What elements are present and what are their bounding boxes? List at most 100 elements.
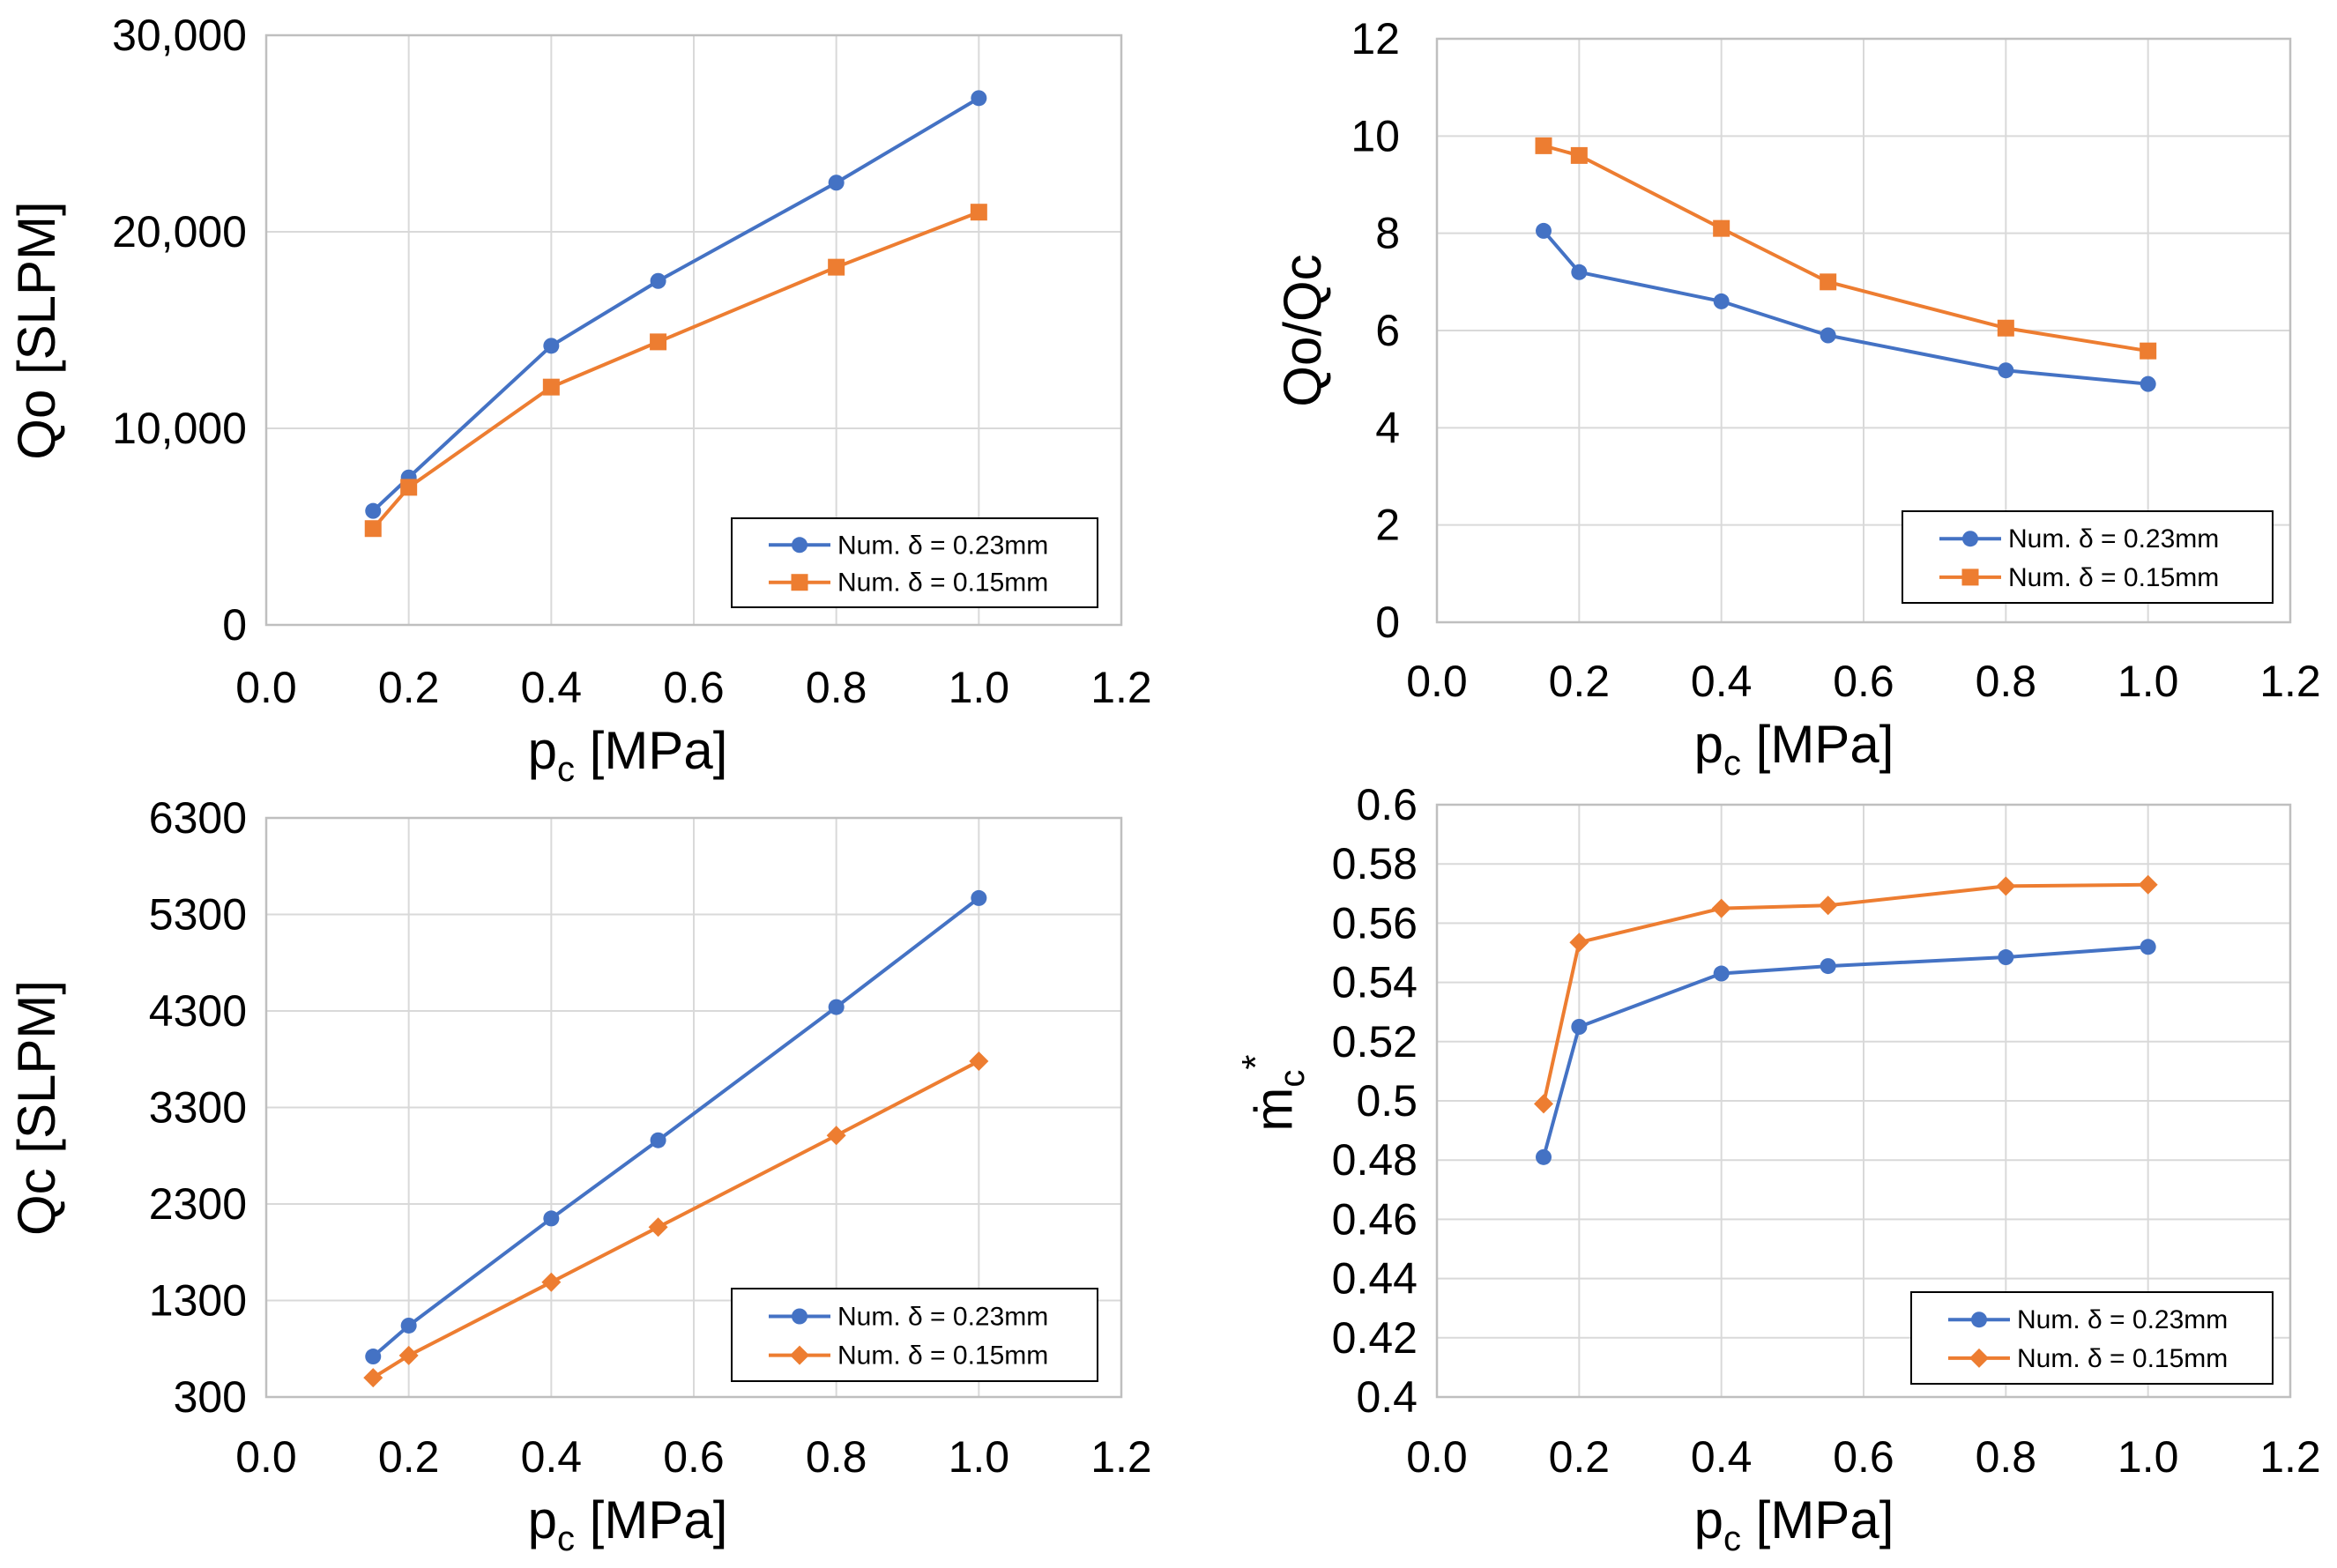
data-point — [542, 378, 560, 396]
data-point — [1711, 898, 1731, 918]
legend: Num. δ = 0.23mm Num. δ = 0.15mm — [1910, 1291, 2274, 1385]
y-tick-label: 2300 — [149, 1179, 247, 1229]
plot-area — [1435, 37, 2292, 624]
x-tick-label: 0.4 — [521, 663, 583, 712]
series-1 — [1536, 939, 2156, 1165]
series-2 — [363, 1051, 989, 1388]
x-tick-label: 0.0 — [235, 1432, 297, 1482]
data-point — [365, 502, 382, 519]
y-axis-title: Qo/Qc — [1273, 254, 1332, 406]
y-tick-label: 12 — [1351, 14, 1400, 63]
series-2 — [1534, 874, 2158, 1114]
y-tick-label: 20,000 — [112, 207, 247, 256]
x-tick-label: 0.6 — [663, 1432, 725, 1482]
x-tick-label: 0.8 — [1976, 657, 2037, 706]
chart-qo: 0 10,000 20,000 30,000 0.0 0.2 0.4 0.6 0.8 1.0 1.2… — [7, 11, 1152, 789]
data-point — [648, 1217, 668, 1237]
series-line — [1542, 882, 2148, 1104]
data-point — [1570, 146, 1588, 164]
data-point — [398, 1345, 419, 1365]
series-line — [371, 896, 980, 1358]
legend-label: Num. δ = 0.23mm — [837, 531, 1048, 560]
series-1 — [365, 889, 987, 1365]
y-tick-label: 0.42 — [1332, 1313, 1418, 1363]
y-tick-label: 6 — [1375, 306, 1400, 355]
x-tick-label: 0.8 — [806, 1432, 867, 1482]
legend-box — [731, 517, 1098, 608]
y-tick-label: 0.4 — [1356, 1372, 1418, 1422]
legend-label: Num. δ = 0.15mm — [2017, 1344, 2228, 1373]
series-1 — [1536, 222, 2156, 392]
legend: Num. δ = 0.23mm Num. δ = 0.15mm — [731, 1288, 1098, 1382]
series-2 — [364, 204, 987, 538]
data-point — [828, 258, 845, 276]
x-axis-title: pc [MPa] — [528, 1490, 728, 1558]
data-point — [971, 90, 987, 107]
y-tick-label: 0.52 — [1332, 1017, 1418, 1066]
x-tick-label: 0.6 — [663, 663, 725, 712]
y-tick-label: 0.56 — [1332, 898, 1418, 947]
y-tick-label: 6300 — [149, 793, 247, 843]
data-point — [650, 1132, 666, 1148]
data-point — [826, 1126, 846, 1146]
y-tick-label: 8 — [1375, 209, 1400, 258]
data-point — [365, 1349, 382, 1365]
y-tick-label: 10,000 — [112, 404, 247, 453]
x-tick-label: 1.0 — [949, 1432, 1010, 1482]
data-point — [1998, 362, 2014, 379]
y-tick-label: 0.6 — [1356, 780, 1418, 829]
legend-box — [731, 1288, 1098, 1382]
data-point — [969, 1051, 989, 1071]
series-1 — [365, 90, 987, 519]
y-tick-label: 0.44 — [1332, 1254, 1418, 1304]
legend-box — [1902, 510, 2274, 604]
data-point — [543, 338, 560, 354]
y-tick-label: 0.46 — [1332, 1194, 1418, 1244]
data-point — [364, 520, 382, 538]
x-tick-label: 0.6 — [1833, 1432, 1894, 1482]
legend-box — [1910, 1291, 2274, 1385]
legend-marker — [1971, 1312, 1987, 1328]
plot-area — [264, 33, 1123, 627]
data-point — [2140, 939, 2156, 955]
chart-mdot: 0.4 0.42 0.44 0.46 0.48 0.5 0.52 0.54 0.56 0.58 0.… — [1234, 780, 2321, 1558]
x-tick-label: 0.4 — [521, 1432, 583, 1482]
data-point — [1713, 293, 1730, 309]
x-tick-label: 0.2 — [378, 1432, 440, 1482]
data-point — [828, 999, 845, 1015]
data-point — [1818, 895, 1838, 916]
data-point — [1998, 949, 2014, 966]
data-point — [828, 175, 845, 191]
data-point — [543, 1210, 560, 1227]
data-point — [970, 204, 987, 221]
data-point — [1820, 958, 1836, 975]
legend: Num. δ = 0.23mm Num. δ = 0.15mm — [1902, 510, 2274, 604]
y-axis-title: Qc [SLPM] — [7, 980, 66, 1236]
y-tick-label: 5300 — [149, 890, 247, 940]
y-tick-label: 0.58 — [1332, 839, 1418, 888]
x-tick-label: 1.2 — [2259, 1432, 2321, 1482]
data-point — [1571, 264, 1588, 280]
x-tick-label: 0.2 — [1549, 1432, 1611, 1482]
data-point — [400, 1317, 417, 1334]
legend-marker — [790, 1345, 809, 1365]
x-tick-label: 0.8 — [806, 663, 867, 712]
y-tick-label: 4300 — [149, 986, 247, 1036]
legend-marker — [792, 537, 808, 554]
x-tick-label: 0.2 — [378, 663, 440, 712]
x-tick-label: 1.0 — [949, 663, 1010, 712]
legend: Num. δ = 0.23mm Num. δ = 0.15mm — [731, 517, 1098, 608]
y-tick-label: 1300 — [149, 1276, 247, 1326]
legend-marker — [792, 1308, 808, 1325]
y-tick-label: 0.54 — [1332, 958, 1418, 1007]
data-point — [1713, 219, 1730, 237]
y-tick-label: 0 — [1375, 598, 1400, 647]
data-point — [1536, 1148, 1552, 1165]
x-tick-label: 0.4 — [1691, 657, 1753, 706]
series-line — [1542, 945, 2148, 1158]
data-point — [1536, 222, 1552, 239]
plot-area — [1435, 803, 2292, 1399]
legend-label: Num. δ = 0.15mm — [837, 568, 1048, 598]
data-point — [363, 1368, 383, 1388]
data-point — [2140, 375, 2156, 392]
